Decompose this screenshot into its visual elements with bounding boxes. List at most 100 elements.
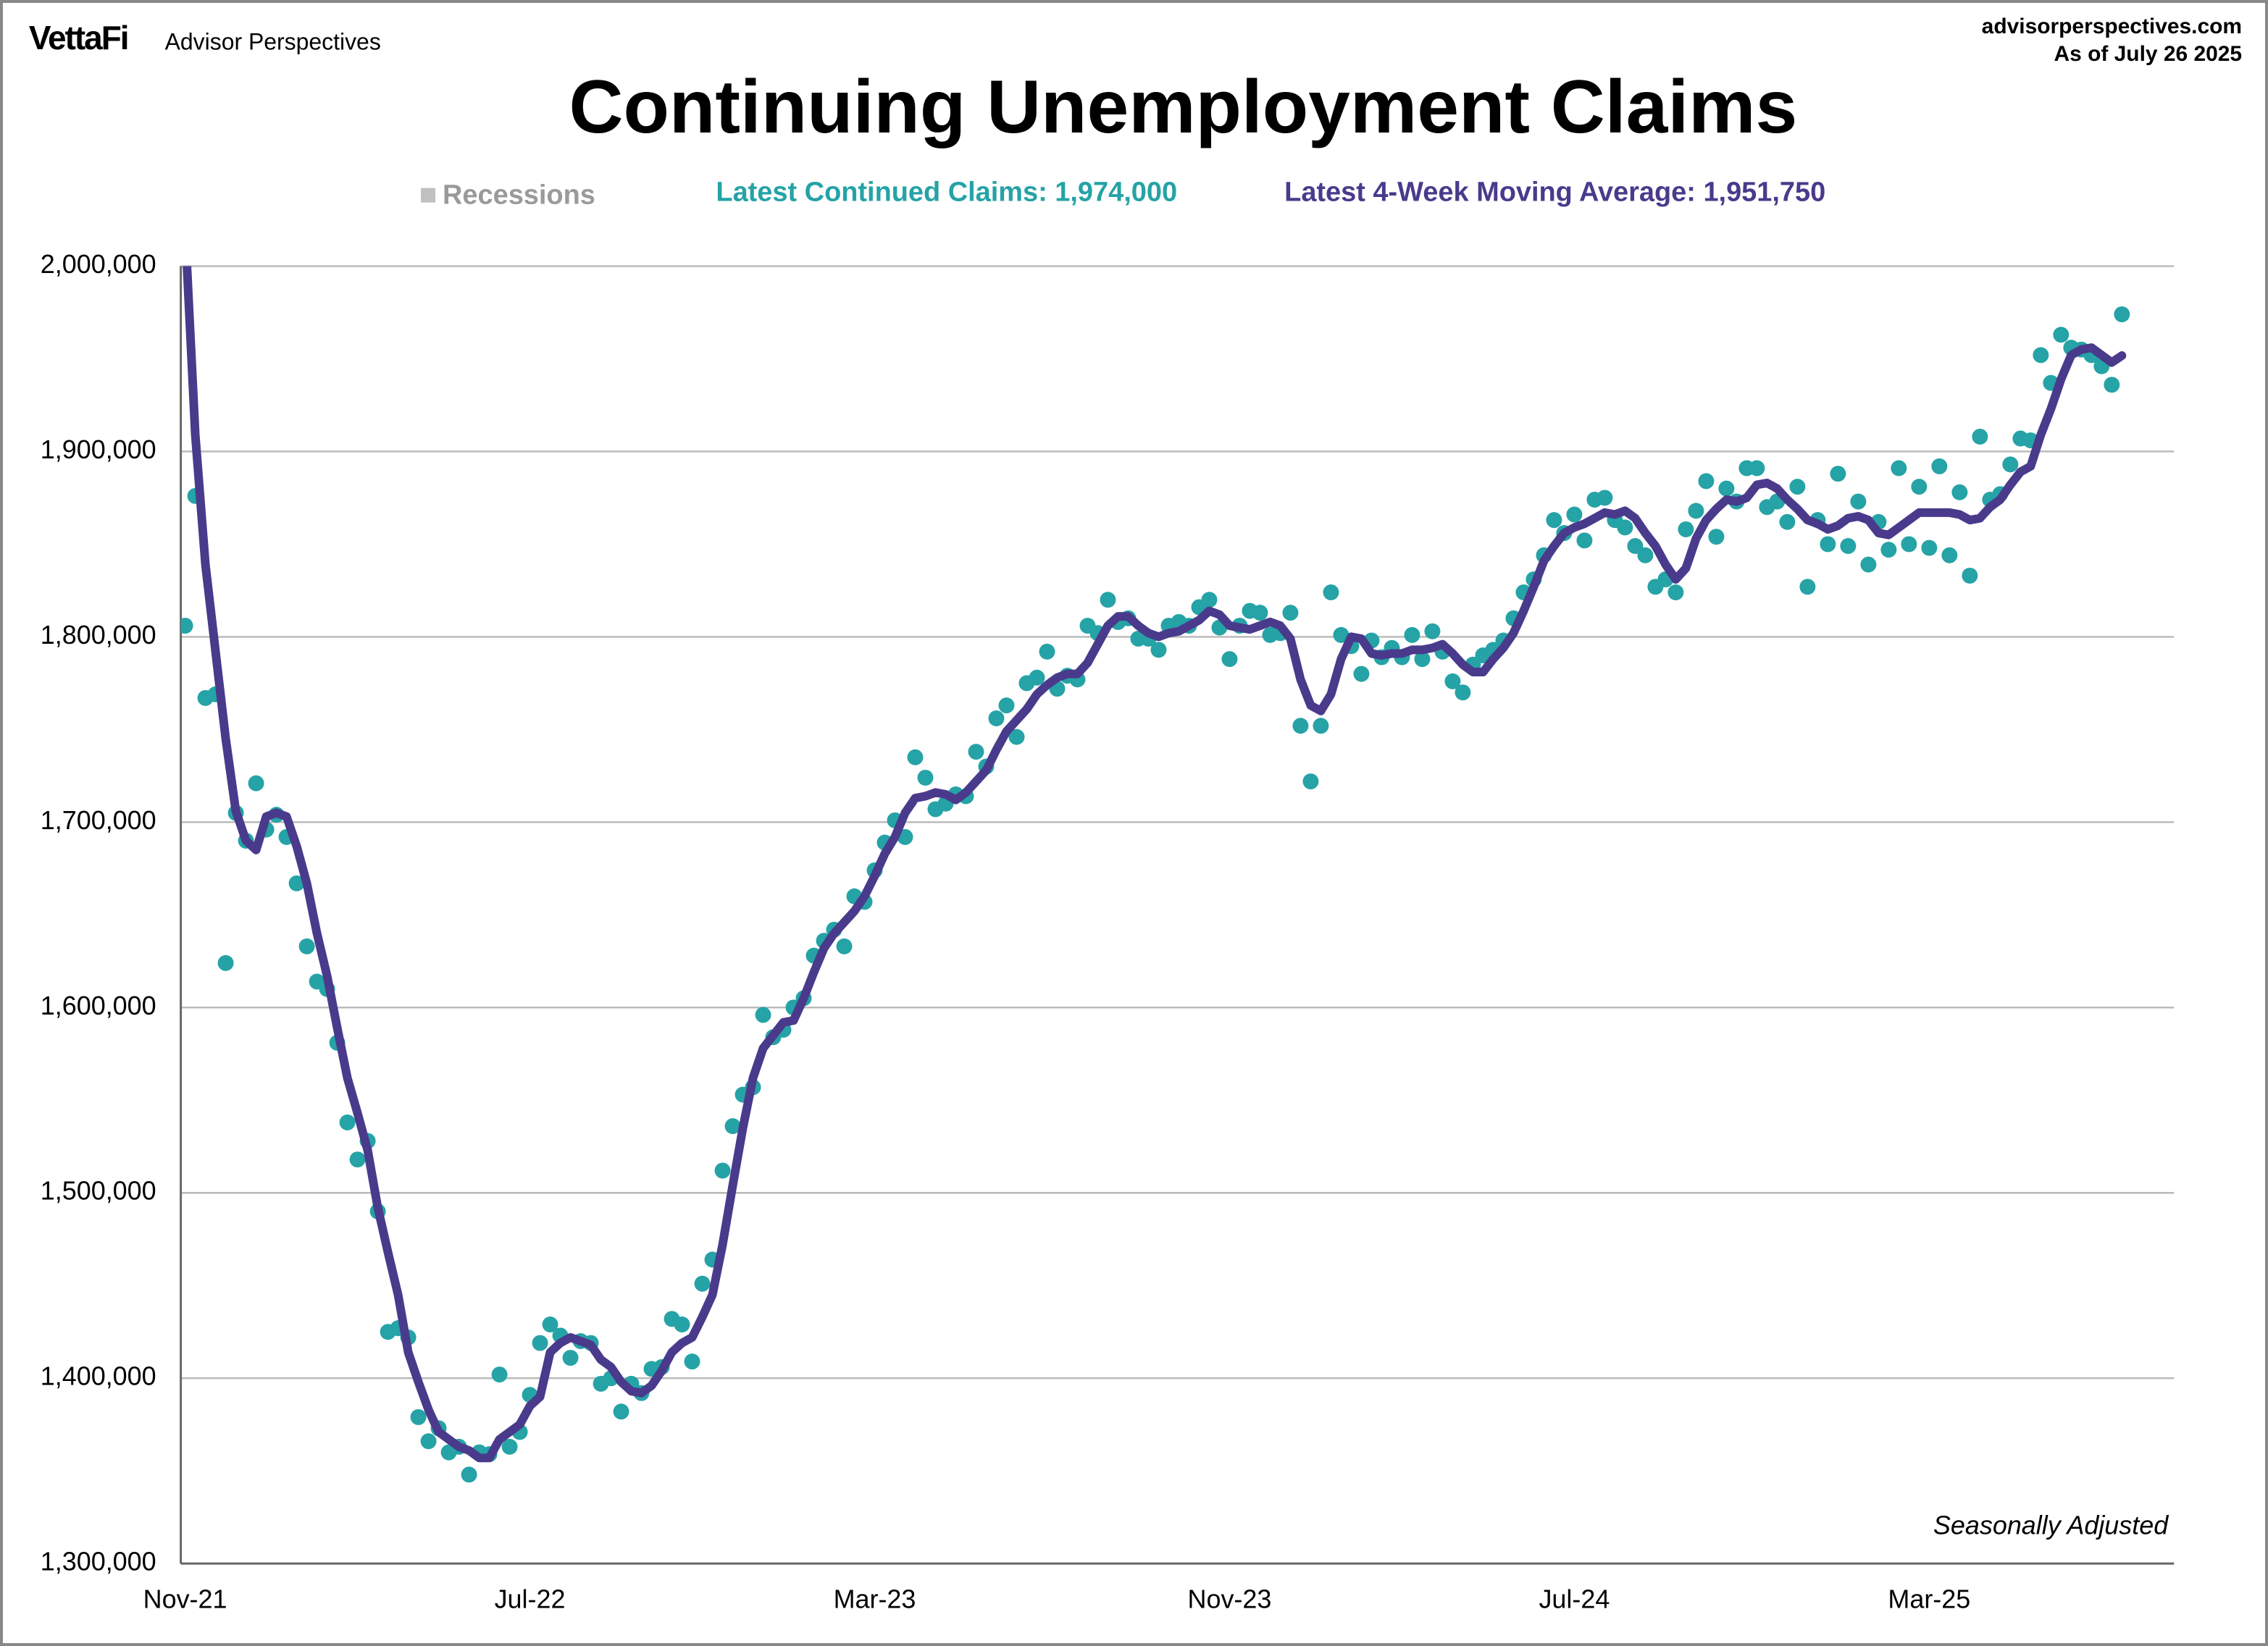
data-point [1353, 665, 1370, 682]
data-point [1678, 521, 1694, 537]
data-point [998, 697, 1015, 714]
data-point [694, 1275, 711, 1292]
data-point [1860, 556, 1877, 573]
data-point [1282, 605, 1299, 621]
data-point [501, 1438, 518, 1455]
data-point [1029, 669, 1045, 686]
data-point [1891, 460, 1907, 476]
x-tick-label: Mar-23 [834, 1584, 916, 1614]
data-point [1921, 539, 1938, 556]
data-point [2002, 456, 2019, 473]
data-point [1221, 651, 1238, 668]
data-point [1850, 493, 1867, 510]
brand: VettaFi [29, 19, 128, 56]
data-point [674, 1316, 690, 1332]
data-point [755, 1007, 771, 1023]
x-tick-label: Nov-23 [1188, 1584, 1272, 1614]
y-tick-label: 1,500,000 [41, 1176, 156, 1206]
data-point [1292, 718, 1309, 734]
data-point [532, 1335, 548, 1351]
data-point [1820, 536, 1836, 553]
data-point [1962, 567, 1978, 584]
brand-subtitle: Advisor Perspectives [165, 28, 381, 54]
data-point [1779, 513, 1796, 530]
data-point [1941, 547, 1958, 563]
data-point [1627, 538, 1644, 554]
data-point [1313, 718, 1329, 734]
data-point [180, 618, 193, 634]
data-point [1414, 651, 1431, 668]
data-point [1323, 584, 1339, 600]
data-point [2053, 327, 2070, 343]
data-point [1830, 466, 1846, 482]
y-tick-label: 1,700,000 [41, 805, 156, 835]
data-point [491, 1366, 508, 1383]
data-point [1302, 773, 1319, 790]
data-point [1749, 460, 1765, 476]
data-point [420, 1433, 437, 1450]
x-tick-label: Jul-22 [495, 1584, 566, 1614]
data-point [1698, 473, 1715, 490]
data-point [988, 710, 1005, 727]
data-point [1444, 673, 1461, 689]
annotation: Seasonally Adjusted [1933, 1511, 2169, 1540]
data-point [1455, 684, 1471, 701]
y-tick-label: 2,000,000 [41, 249, 156, 279]
data-point [248, 775, 264, 791]
data-point [1252, 605, 1268, 621]
y-tick-label: 1,400,000 [41, 1361, 156, 1391]
source: advisorperspectives.com [1982, 14, 2242, 38]
data-point [1150, 642, 1167, 658]
data-point [1708, 529, 1725, 545]
data-point [562, 1350, 579, 1366]
moving-average-line [183, 266, 2127, 1463]
chart-title: Continuing Unemployment Claims [569, 65, 1798, 149]
data-point [542, 1316, 558, 1332]
data-point [1789, 479, 1806, 495]
data-point [1718, 480, 1735, 497]
x-tick-label: Mar-25 [1888, 1584, 1970, 1614]
data-point [1039, 643, 1055, 660]
data-point [1637, 547, 1654, 563]
data-point [1546, 512, 1562, 529]
data-point [613, 1403, 629, 1420]
x-tick-label: Jul-24 [1539, 1584, 1610, 1614]
y-tick-label: 1,900,000 [41, 434, 156, 464]
data-point [724, 1118, 741, 1135]
data-point [1840, 538, 1857, 554]
data-point [339, 1114, 356, 1130]
data-point [1100, 592, 1116, 608]
data-point [917, 769, 934, 786]
data-point [1404, 626, 1420, 643]
y-tick-label: 1,300,000 [41, 1547, 156, 1576]
data-point [1597, 490, 1613, 506]
legend-entry: Latest Continued Claims: 1,974,000 [716, 177, 1177, 208]
data-point [1424, 623, 1441, 639]
data-point [1566, 506, 1583, 523]
data-point [1951, 484, 1968, 500]
recession-swatch [421, 188, 436, 203]
data-point [684, 1353, 700, 1370]
data-point [217, 954, 234, 971]
data-point [1667, 584, 1684, 600]
x-tick-label: Nov-21 [143, 1584, 227, 1614]
data-point [714, 1162, 731, 1179]
legend-entry: Latest 4-Week Moving Average: 1,951,750 [1284, 177, 1825, 208]
data-point [1688, 503, 1704, 519]
legend-recessions: Recessions [443, 180, 595, 211]
y-tick-label: 1,600,000 [41, 991, 156, 1020]
plot-area [180, 266, 2130, 1483]
data-point [968, 744, 984, 760]
data-point [836, 938, 853, 954]
data-point [1931, 458, 1948, 474]
data-point [2033, 347, 2049, 364]
data-point [461, 1466, 477, 1483]
data-point [1880, 542, 1897, 558]
data-point [288, 875, 305, 891]
data-point [1972, 429, 1988, 445]
data-point [410, 1408, 427, 1425]
data-point [1901, 536, 1917, 553]
data-point [1333, 626, 1349, 643]
data-point [1201, 592, 1218, 608]
